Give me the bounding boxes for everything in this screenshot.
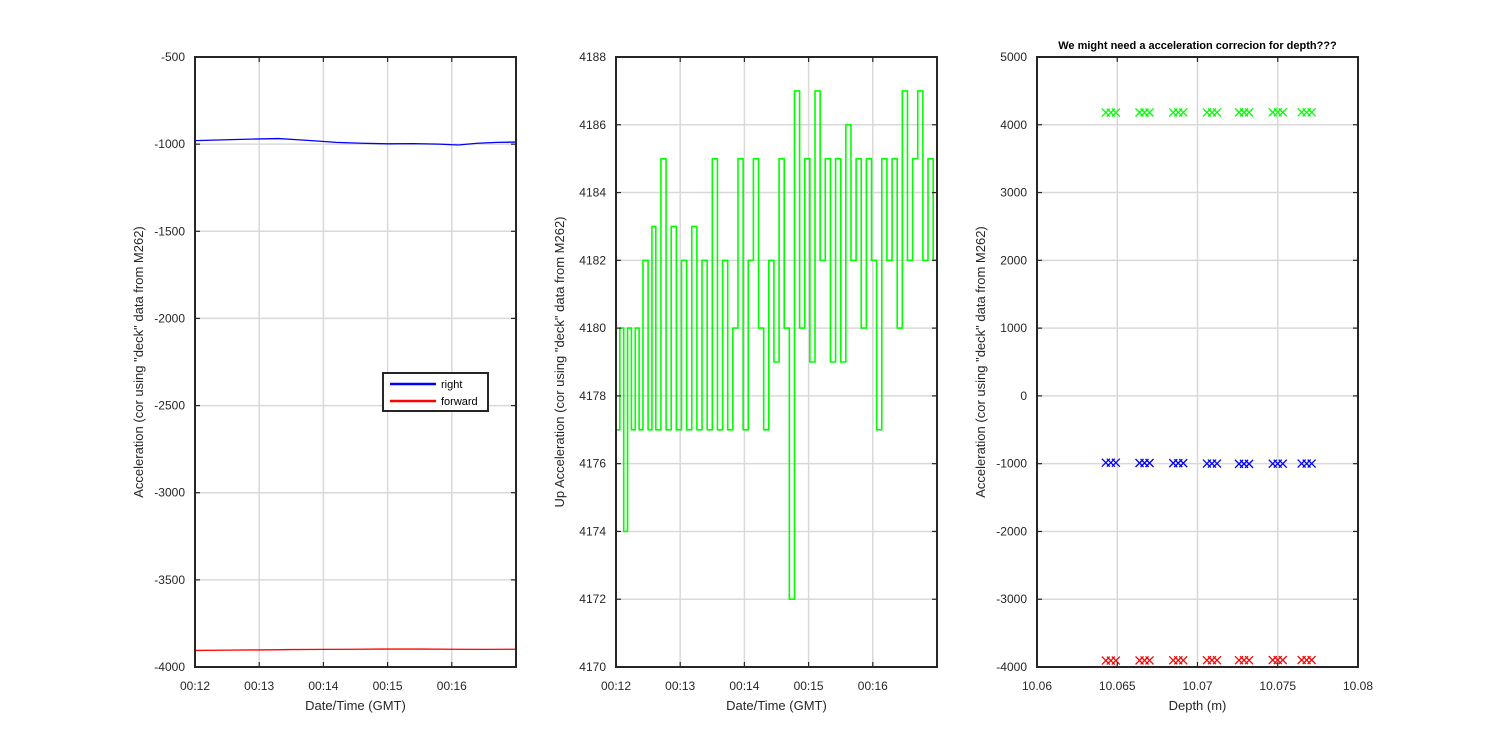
scatter-point [1111, 656, 1121, 666]
legend-label-right: right [441, 379, 462, 391]
x-tick-label: 00:15 [373, 679, 403, 693]
x-tick-label: 00:13 [665, 679, 695, 693]
y-tick-label: -2000 [154, 311, 185, 325]
scatter-point [1145, 655, 1154, 665]
scatter-point [1145, 108, 1154, 117]
scatter-point [1212, 655, 1222, 665]
y-tick-label: -1500 [154, 224, 185, 238]
y-axis-label: Up Acceleration (cor using "deck" data f… [552, 216, 567, 507]
scatter-point [1307, 107, 1317, 117]
y-tick-label: 4178 [579, 389, 606, 403]
y-tick-label: 4176 [579, 457, 606, 471]
x-axis-label: Depth (m) [1169, 698, 1227, 713]
x-tick-label: 00:16 [437, 679, 467, 693]
scatter-point [1278, 459, 1288, 469]
axes-frame [194, 56, 517, 668]
x-tick-label: 10.06 [1022, 679, 1052, 693]
x-tick-label: 00:12 [601, 679, 631, 693]
y-tick-label: 2000 [1000, 253, 1027, 267]
panel-up-acceleration: 00:12 00:13 00:14 00:15 00:16 4170 4172 4174 417… [552, 50, 938, 713]
legend: right forward [382, 372, 489, 412]
y-tick-label: -3000 [154, 486, 185, 500]
x-tick-label: 00:14 [308, 679, 338, 693]
y-tick-label: -4000 [996, 660, 1027, 674]
panel-time-series-right-forward: 00:12 00:13 00:14 00:15 00:16 -500 -1000 -1500 -… [131, 50, 517, 713]
x-tick-label: 00:13 [244, 679, 274, 693]
y-tick-label: 4170 [579, 660, 606, 674]
scatter-point [1178, 107, 1188, 117]
y-tick-label: -3000 [996, 592, 1027, 606]
scatter-point [1111, 458, 1121, 468]
y-tick-label: 4182 [579, 253, 606, 267]
x-tick-label: 10.075 [1259, 679, 1296, 693]
scatter-point [1307, 655, 1317, 665]
y-tick-label: 4180 [579, 321, 606, 335]
y-tick-label: -2500 [154, 399, 185, 413]
x-tick-label: 00:14 [729, 679, 759, 693]
legend-label-forward: forward [441, 396, 478, 408]
scatter-point [1212, 107, 1222, 117]
x-tick-label: 00:15 [794, 679, 824, 693]
x-axis-label: Date/Time (GMT) [305, 698, 406, 713]
scatter-point [1244, 459, 1254, 469]
y-tick-label: 0 [1020, 389, 1027, 403]
legend-box [382, 372, 489, 412]
scatter-point [1212, 459, 1222, 468]
scatter-point [1145, 458, 1154, 468]
scatter-point [1278, 655, 1288, 665]
y-tick-label: 4172 [579, 592, 606, 606]
y-tick-label: 3000 [1000, 186, 1027, 200]
x-tick-label: 00:12 [180, 679, 210, 693]
chart-title: We might need a acceleration correcion f… [1058, 40, 1337, 52]
y-tick-label: 4184 [579, 186, 606, 200]
axes-frame [615, 56, 938, 668]
y-tick-label: -3500 [154, 573, 185, 587]
x-tick-label: 10.08 [1343, 679, 1373, 693]
scatter-point [1178, 458, 1188, 468]
scatter-point [1307, 459, 1317, 468]
y-axis-label: Acceleration (cor using "deck" data from… [973, 226, 988, 498]
y-tick-label: -1000 [996, 457, 1027, 471]
y-tick-label: -2000 [996, 524, 1027, 538]
series-line-right [194, 137, 517, 146]
scatter-point [1111, 108, 1121, 118]
x-axis-label: Date/Time (GMT) [726, 698, 827, 713]
y-tick-label: 1000 [1000, 321, 1027, 335]
scatter-point [1178, 655, 1188, 665]
y-tick-label: 4188 [579, 50, 606, 64]
y-tick-label: 4174 [579, 524, 606, 538]
y-tick-label: -500 [161, 50, 185, 64]
x-tick-label: 10.07 [1182, 679, 1212, 693]
scatter-point [1278, 107, 1288, 117]
series-line-trace-0 [616, 90, 938, 601]
scatter-point [1244, 655, 1254, 665]
y-tick-label: -1000 [154, 137, 185, 151]
y-tick-label: 4186 [579, 118, 606, 132]
y-tick-label: 5000 [1000, 50, 1027, 64]
y-axis-label: Acceleration (cor using "deck" data from… [131, 226, 146, 498]
series-line-forward [194, 648, 517, 652]
x-tick-label: 10.065 [1099, 679, 1136, 693]
panel-depth-scatter: 10.06 10.065 10.07 10.075 10.08 5000 4000 3000 2… [973, 40, 1373, 713]
y-tick-label: 4000 [1000, 118, 1027, 132]
scatter-point [1244, 107, 1254, 117]
y-tick-label: -4000 [154, 660, 185, 674]
x-tick-label: 00:16 [858, 679, 888, 693]
